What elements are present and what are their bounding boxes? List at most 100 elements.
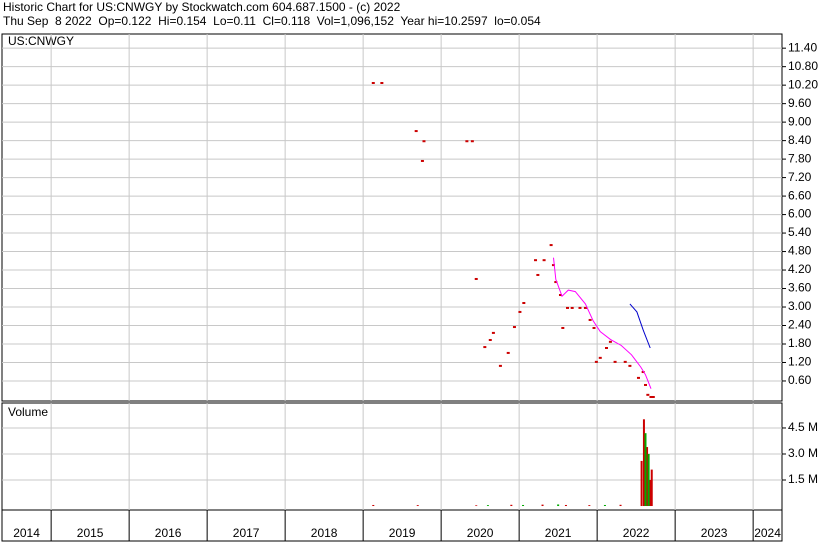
x-tick-label: 2021 (545, 526, 572, 540)
y-tick-label: 1.5 M (788, 472, 818, 486)
price-point (414, 130, 418, 133)
price-point (570, 306, 574, 309)
price-point (636, 376, 640, 379)
price-point (551, 264, 555, 267)
volume-bar (642, 419, 645, 507)
y-tick-label: 3.60 (788, 281, 812, 295)
x-tick-label: 2022 (623, 526, 650, 540)
y-tick-label: 3.00 (788, 299, 812, 313)
y-tick-label: 2.40 (788, 318, 812, 332)
y-tick-label: 10.80 (788, 59, 818, 73)
volume-bar (646, 447, 649, 507)
volume-bar (475, 505, 478, 507)
price-point (420, 159, 424, 162)
price-point (608, 340, 612, 343)
price-point (512, 326, 516, 329)
volume-bar (619, 504, 622, 507)
volume-bar (541, 504, 544, 507)
y-tick-label: 6.00 (788, 207, 812, 221)
price-point (641, 371, 645, 374)
price-point (566, 306, 569, 309)
volume-bar (603, 504, 606, 507)
y-tick-label: 3.0 M (788, 446, 818, 460)
price-point (506, 351, 510, 354)
volume-bar (522, 504, 525, 507)
price-point (474, 277, 478, 280)
volume-bar (564, 504, 567, 507)
y-tick-label: 7.80 (788, 151, 812, 165)
price-point (522, 302, 526, 305)
volume-bar (644, 433, 647, 507)
volume-bar (647, 453, 650, 507)
price-point (554, 281, 558, 284)
price-point (613, 360, 617, 363)
y-tick-label: 9.60 (788, 96, 812, 110)
moving-average (629, 303, 651, 349)
y-tick-label: 1.80 (788, 336, 812, 350)
y-tick-label: 1.20 (788, 355, 812, 369)
price-point (598, 356, 602, 359)
price-point (644, 383, 647, 386)
price-point (588, 318, 592, 321)
volume-bar (510, 504, 513, 507)
y-tick-label: 10.20 (788, 77, 818, 91)
price-point (371, 81, 375, 84)
y-tick-label: 4.80 (788, 244, 812, 258)
price-title: US:CNWGY (8, 34, 74, 48)
price-point (536, 273, 540, 276)
price-point (498, 364, 502, 367)
y-tick-label: 9.00 (788, 114, 812, 128)
x-tick-label: 2024 (754, 526, 781, 540)
volume-bar (372, 504, 375, 507)
volume-bar (416, 505, 419, 507)
volume-bar (640, 460, 643, 507)
year-strip (1, 509, 783, 542)
volume-bar (649, 479, 652, 507)
price-point (558, 293, 562, 296)
y-tick-label: 6.60 (788, 188, 812, 202)
price-point (491, 331, 495, 334)
price-point (488, 338, 492, 341)
price-point (592, 326, 596, 329)
x-tick-label: 2020 (467, 526, 494, 540)
price-point (542, 259, 546, 262)
price-point (465, 140, 469, 143)
y-tick-label: 0.60 (788, 373, 812, 387)
price-point (422, 140, 426, 143)
grid-layer (2, 34, 782, 510)
price-point (578, 306, 582, 309)
price-point (583, 306, 587, 309)
price-point (470, 140, 474, 143)
price-point (605, 346, 608, 349)
price-point (518, 310, 522, 313)
price-point (651, 395, 655, 398)
x-tick-label: 2023 (701, 526, 728, 540)
y-tick-label: 8.40 (788, 133, 812, 147)
x-tick-label: 2017 (233, 526, 260, 540)
x-tick-label: 2015 (77, 526, 104, 540)
volume-bar (650, 469, 653, 507)
price-point (549, 244, 553, 247)
x-tick-label: 2019 (389, 526, 416, 540)
price-point (534, 259, 538, 262)
price-point (483, 346, 487, 349)
volume-bar (486, 505, 489, 507)
y-tick-label: 4.5 M (788, 420, 818, 434)
price-point (623, 360, 627, 363)
price-point (561, 326, 565, 329)
price-point (649, 395, 653, 398)
volume-bar (588, 505, 591, 507)
volume-title: Volume (8, 405, 48, 419)
x-tick-label: 2018 (311, 526, 338, 540)
x-tick-label: 2014 (13, 526, 40, 540)
moving-average (553, 257, 652, 389)
mark-layer (371, 81, 655, 507)
header-quote: Thu Sep 8 2022 Op=0.122 Hi=0.154 Lo=0.11… (3, 14, 541, 28)
price-point (594, 360, 598, 363)
price-point (646, 393, 650, 396)
y-tick-label: 11.40 (788, 40, 817, 54)
x-tick-label: 2016 (155, 526, 182, 540)
y-tick-label: 5.40 (788, 225, 812, 239)
